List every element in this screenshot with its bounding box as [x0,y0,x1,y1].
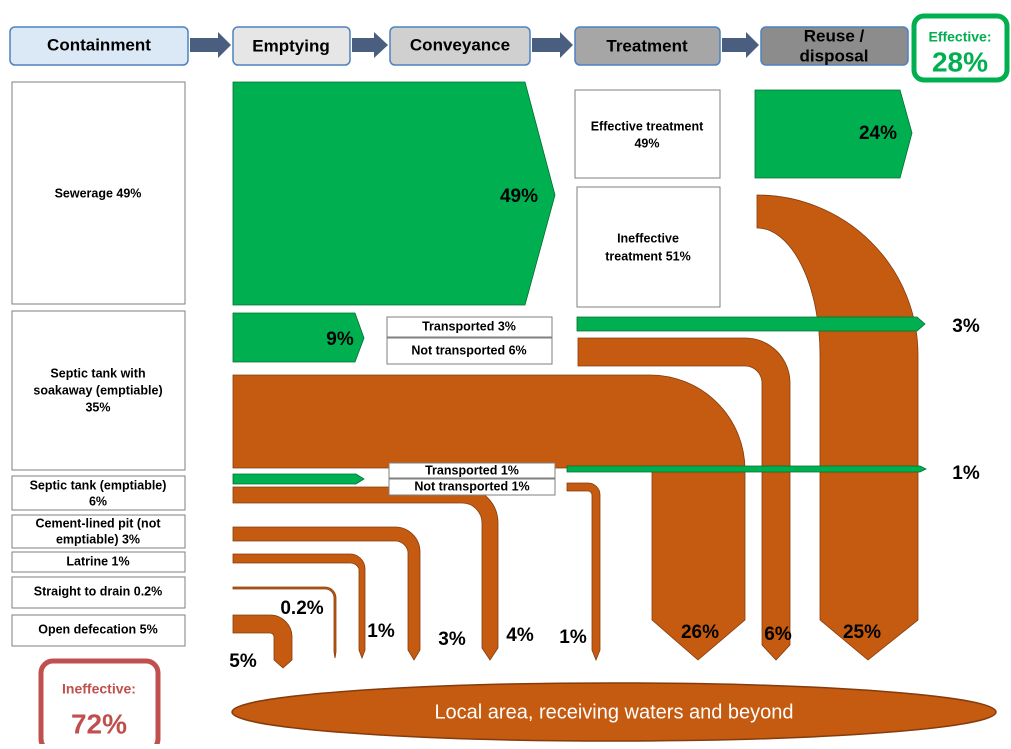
stage-box [574,26,721,66]
flow-band [232,614,293,669]
containment-label: 6% [89,494,107,508]
stage-arrows [190,32,759,58]
stage-arrow [352,32,388,58]
ineffective-value: 72% [71,708,127,739]
flow-label: 4% [506,625,534,646]
stage-arrow [532,32,573,58]
containment-box [11,551,186,573]
containment-label: Cement-lined pit (not [36,516,162,530]
stage-box [9,26,189,66]
containment-label: 35% [85,400,110,414]
stage-arrow [190,32,231,58]
flow-label: 24% [859,123,897,144]
ineffective-box [38,658,161,749]
flow-label: 25% [843,622,881,643]
conveyance-label: Not transported 6% [411,343,526,357]
flow-label: 0.2% [280,598,323,619]
flow-band [232,473,365,485]
flow-band [566,482,601,662]
flow-band [232,553,366,660]
flow-label: 6% [764,624,792,645]
treatment-label: Effective treatment [591,119,704,133]
flow-band [232,586,337,659]
stage-label: disposal [800,46,869,65]
stage-label: Reuse / [804,26,865,45]
flow-band [232,526,421,661]
containment-label: Straight to drain 0.2% [34,584,163,598]
flow-label: 26% [681,622,719,643]
sink [231,682,997,742]
ineffective-label: Ineffective: [62,681,136,697]
stage-box [232,26,351,66]
flow-label: 49% [500,186,538,207]
conveyance-box [386,337,553,365]
flow-label: 1% [367,621,395,642]
flow-band [756,194,919,661]
flow-label: 1% [952,463,980,484]
flow-band [577,337,791,661]
flow-label: 5% [229,651,257,672]
flow-band [232,312,365,363]
containment-label: emptiable) 3% [56,532,140,546]
containment-box [11,475,186,511]
containment-label: Sewerage 49% [55,186,142,200]
stage-box [760,26,909,66]
containment-label: soakaway (emptiable) [33,383,162,397]
flow-band [576,316,926,332]
flow-band [566,465,927,473]
flow-label: 1% [559,627,587,648]
stage-arrow [722,32,759,58]
treatment-label: Ineffective [617,231,679,245]
containment-box [11,514,186,549]
flow-band [754,89,913,179]
conveyance-box [386,316,553,338]
flow-label: 9% [326,329,354,350]
effective-label: Effective: [928,29,991,45]
effective-box [911,13,1010,83]
treatment-label: treatment 51% [605,249,690,263]
flow-band [232,81,556,306]
stage-label: Emptying [252,36,329,55]
containment-box [11,614,186,647]
conveyance-box [388,462,556,479]
containment-label: Open defecation 5% [38,622,157,636]
flow-label: 3% [952,316,980,337]
sink-label: Local area, receiving waters and beyond [434,701,793,723]
flow-band [232,374,746,661]
containment-label: Septic tank (emptiable) [30,478,167,492]
effective-value: 28% [932,46,988,77]
conveyance-box [388,478,556,496]
containment-box [11,576,186,609]
flow-label: 3% [438,629,466,650]
treatment-label: 49% [634,136,659,150]
treatment-box [576,186,721,308]
containment-box [11,81,186,305]
conveyance-label: Transported 3% [422,319,516,333]
stage-label: Conveyance [410,35,510,54]
treatment-box [574,89,721,179]
conveyance-label: Transported 1% [425,463,519,477]
containment-label: Septic tank with [50,366,145,380]
stage-box [389,26,531,66]
conveyance-label: Not transported 1% [414,479,529,493]
stage-label: Treatment [606,36,688,55]
containment-box [11,310,186,471]
containment-label: Latrine 1% [66,554,129,568]
stage-label: Containment [47,35,151,54]
